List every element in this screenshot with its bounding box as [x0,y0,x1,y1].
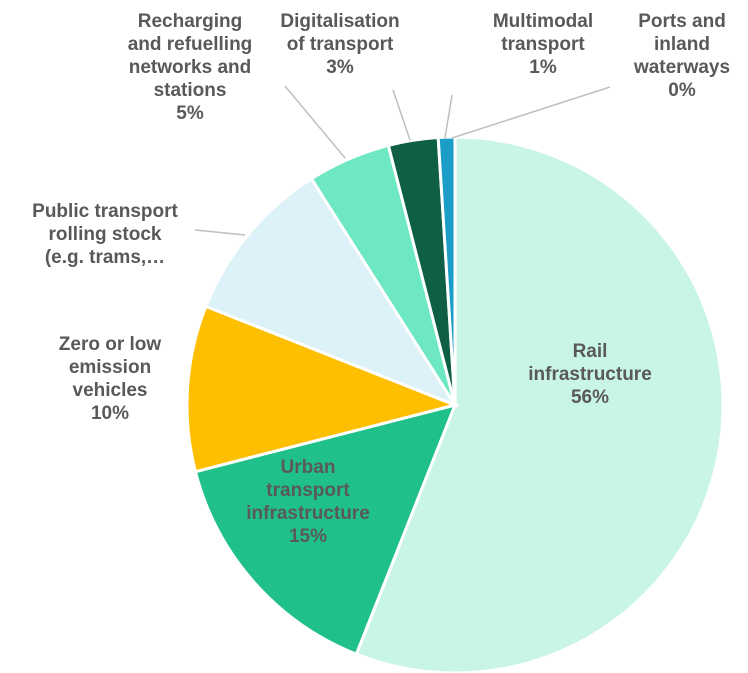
label-value: 56% [570,387,610,408]
leader-line [392,89,411,141]
label-name: Digitalisation of transport [280,11,400,55]
data-label: Digitalisation of transport 3% [280,10,399,79]
data-label: Recharging and refuelling networks and s… [128,10,253,125]
data-label: Zero or low emission vehicles 10% [59,333,161,425]
label-value: 3% [326,57,354,78]
pie-slice [354,135,725,673]
label-value: 10% [90,403,130,424]
leader-line [451,86,611,139]
data-label: Multimodal transport 1% [493,10,593,79]
leader-line [194,229,246,236]
leader-line [284,85,346,159]
data-label: Urban transport infrastructure 15% [246,456,370,548]
label-name: Recharging and refuelling networks and s… [127,11,253,101]
label-value: 0% [668,80,696,101]
label-name: Rail infrastructure [528,341,652,385]
label-name: Ports and inland waterways [633,11,731,78]
data-label: Public transport rolling stock (e.g. tra… [32,200,178,269]
pie-slice [185,304,460,474]
pie-slice [193,402,458,657]
label-name: Public transport rolling stock (e.g. tra… [32,201,178,268]
label-value: 15% [288,526,328,547]
label-value: 1% [529,57,557,78]
label-name: Multimodal transport [492,11,594,55]
data-label: Ports and inland waterways 0% [634,10,730,102]
data-label: Rail infrastructure 56% [511,340,669,409]
label-name: Urban transport infrastructure [246,457,370,524]
label-value: 5% [176,103,204,124]
label-name: Zero or low emission vehicles [58,334,162,401]
pie-slice [203,176,459,409]
leader-line [444,94,453,139]
